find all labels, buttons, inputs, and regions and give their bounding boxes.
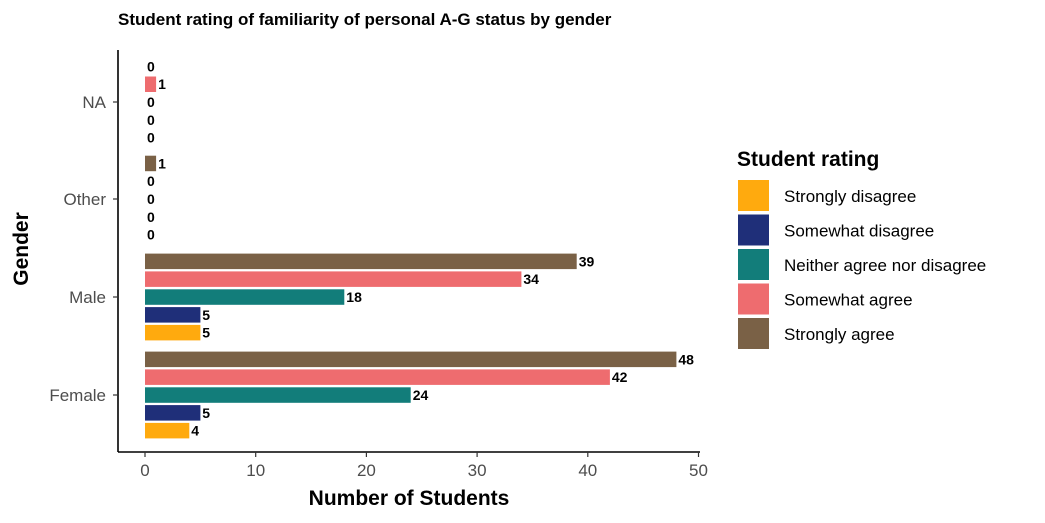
bar-female-strongly-agree	[145, 351, 677, 368]
legend-swatch-somewhat-agree	[738, 283, 769, 315]
legend-swatch-neither-agree-nor-disagree	[738, 249, 769, 280]
x-tick-label-40: 40	[578, 461, 597, 480]
x-tick-label-0: 0	[140, 461, 149, 480]
bar-male-neither-agree-nor-disagree	[145, 289, 345, 305]
data-label-male-neither-agree-nor-disagree: 18	[346, 289, 362, 305]
legend-label-somewhat-agree: Somewhat agree	[784, 291, 913, 310]
x-tick-label-20: 20	[357, 461, 376, 480]
legend-label-neither-agree-nor-disagree: Neither agree nor disagree	[784, 256, 986, 275]
y-tick-label-female: Female	[49, 386, 106, 405]
legend-swatch-somewhat-disagree	[738, 214, 769, 246]
data-label-male-somewhat-agree: 34	[523, 271, 539, 287]
bar-female-strongly-disagree	[145, 422, 190, 439]
data-label-na-strongly-disagree: 0	[147, 130, 155, 146]
data-label-female-somewhat-disagree: 5	[202, 405, 210, 421]
data-label-female-strongly-disagree: 4	[191, 423, 199, 439]
y-tick-label-na: NA	[82, 93, 106, 112]
data-label-male-strongly-disagree: 5	[202, 325, 210, 341]
x-axis-title: Number of Students	[309, 487, 510, 510]
legend-label-strongly-disagree: Strongly disagree	[784, 187, 916, 206]
bar-female-somewhat-disagree	[145, 405, 201, 421]
data-label-male-somewhat-disagree: 5	[202, 307, 210, 323]
bar-female-neither-agree-nor-disagree	[145, 387, 411, 403]
legend: Student rating Strongly disagree Somewhat…	[737, 148, 986, 349]
data-label-other-neither-agree-nor-disagree: 0	[147, 191, 155, 207]
legend-label-somewhat-disagree: Somewhat disagree	[784, 222, 934, 241]
bar-male-somewhat-agree	[145, 271, 522, 287]
data-label-female-neither-agree-nor-disagree: 24	[413, 387, 429, 403]
y-tick-label-other: Other	[63, 190, 106, 209]
legend-swatch-strongly-disagree	[738, 180, 769, 211]
y-axis-title: Gender	[10, 212, 33, 286]
bar-female-somewhat-agree	[145, 369, 610, 385]
data-label-other-strongly-agree: 1	[158, 155, 166, 171]
data-label-na-somewhat-disagree: 0	[147, 112, 155, 128]
bar-male-strongly-disagree	[145, 324, 201, 341]
y-tick-label-male: Male	[69, 288, 106, 307]
data-label-na-neither-agree-nor-disagree: 0	[147, 94, 155, 110]
x-tick-label-10: 10	[246, 461, 265, 480]
bar-male-strongly-agree	[145, 253, 577, 270]
data-label-other-somewhat-disagree: 0	[147, 209, 155, 225]
bar-na-somewhat-agree	[145, 76, 157, 92]
data-label-male-strongly-agree: 39	[579, 253, 595, 269]
data-label-na-strongly-agree: 0	[147, 58, 155, 74]
data-label-other-somewhat-agree: 0	[147, 173, 155, 189]
legend-label-strongly-agree: Strongly agree	[784, 325, 895, 344]
x-tick-label-50: 50	[689, 461, 708, 480]
x-tick-label-30: 30	[468, 461, 487, 480]
data-label-female-somewhat-agree: 42	[612, 369, 628, 385]
legend-title: Student rating	[737, 148, 879, 171]
data-label-female-strongly-agree: 48	[678, 351, 694, 367]
bar-other-strongly-agree	[145, 155, 157, 172]
legend-swatch-strongly-agree	[738, 318, 769, 349]
chart-title: Student rating of familiarity of persona…	[118, 10, 612, 29]
data-label-other-strongly-disagree: 0	[147, 227, 155, 243]
data-label-na-somewhat-agree: 1	[158, 76, 166, 92]
bar-male-somewhat-disagree	[145, 307, 201, 323]
